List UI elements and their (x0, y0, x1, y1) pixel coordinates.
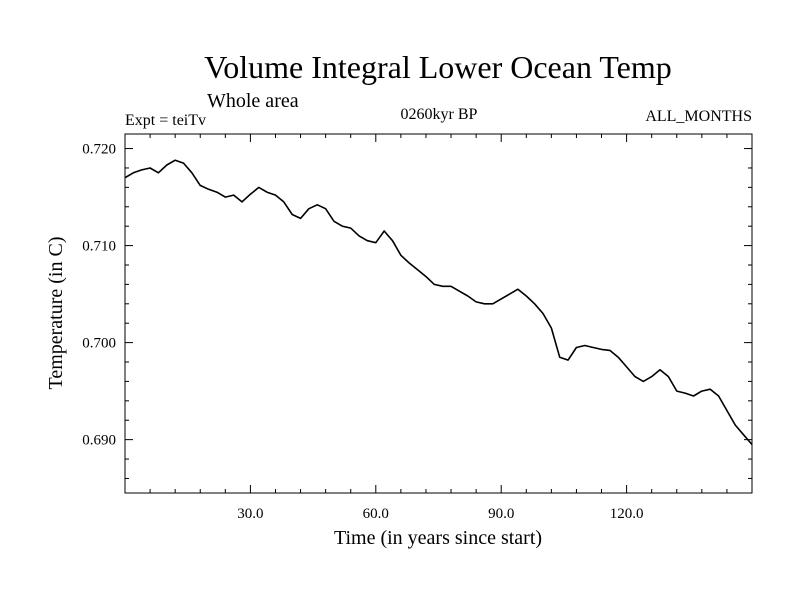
x-tick-label: 30.0 (237, 506, 263, 522)
y-axis-label: Temperature (in C) (45, 237, 67, 390)
y-tick-label: 0.710 (82, 239, 116, 255)
season-label: ALL_MONTHS (645, 108, 752, 125)
chart-title: Volume Integral Lower Ocean Temp (204, 49, 672, 85)
chart-subtitle: Whole area (207, 90, 299, 112)
x-tick-label: 90.0 (488, 506, 514, 522)
y-tick-label: 0.690 (82, 433, 116, 449)
series-line (124, 159, 753, 446)
x-tick-label: 60.0 (363, 506, 389, 522)
x-tick-label: 120.0 (610, 506, 644, 522)
plot-frame (124, 133, 753, 494)
x-axis-label: Time (in years since start) (334, 527, 542, 549)
experiment-label: Expt = teiTv (125, 112, 206, 129)
period-label: 0260kyr BP (401, 106, 478, 123)
y-tick-label: 0.720 (82, 142, 116, 158)
y-tick-label: 0.700 (82, 336, 116, 352)
